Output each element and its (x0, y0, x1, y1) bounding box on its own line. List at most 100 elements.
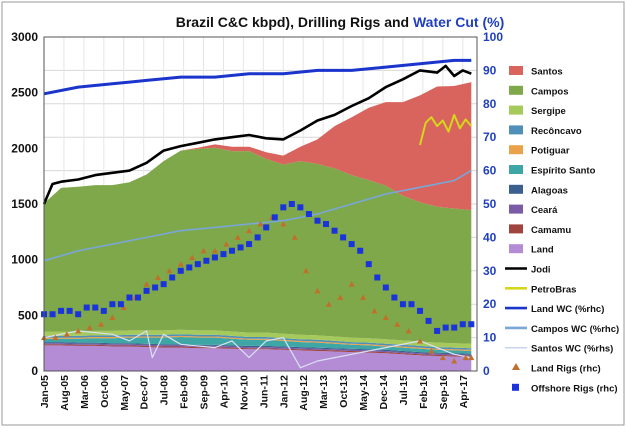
offshore-rig-point (92, 304, 99, 311)
legend-label: Sergipe (531, 106, 566, 117)
offshore-rig-point (391, 294, 398, 301)
y-right-tick-label: 90 (483, 63, 497, 77)
x-tick-label: Apr-10 (218, 375, 230, 408)
offshore-rig-point (425, 317, 432, 324)
land-rig-point (417, 337, 424, 344)
y-left-tick-label: 2000 (11, 141, 38, 155)
offshore-rig-point (434, 327, 441, 334)
offshore-rig-point (58, 307, 65, 314)
y-right-tick-label: 70 (483, 130, 497, 144)
offshore-rig-point (229, 247, 236, 254)
area-ceara (44, 343, 472, 356)
land-rig-point (143, 281, 150, 287)
offshore-rig-point (331, 227, 338, 234)
offshore-rig-point (109, 301, 116, 308)
offshore-rig-point (288, 201, 295, 207)
offshore-rig-point (459, 321, 466, 328)
area-reconcavo (44, 334, 472, 350)
offshore-rig-point (237, 244, 244, 251)
legend-swatch (509, 184, 523, 194)
land-rig-point (154, 274, 161, 280)
offshore-rig-point (451, 324, 458, 331)
y-left-tick-label: 0 (31, 364, 38, 378)
offshore-rig-point (246, 241, 253, 248)
offshore-rig-point (254, 234, 261, 241)
plot-frame (43, 36, 478, 372)
offshore-rig-point (160, 281, 167, 288)
land-rig-point (189, 254, 196, 260)
x-tick-label: Sep-09 (199, 375, 211, 410)
x-tick-label: Jan-12 (278, 375, 290, 408)
x-tick-label: Sep-16 (438, 375, 450, 410)
line-petrobras (419, 113, 473, 146)
legend-label: Land (531, 245, 554, 256)
line-santos-wc-rhs- (43, 330, 472, 369)
offshore-rig-point (169, 274, 176, 281)
y-right-tick-label: 80 (483, 97, 497, 111)
x-tick-label: Oct-06 (99, 375, 111, 408)
area-campos (44, 147, 472, 344)
land-rig-point (468, 354, 475, 361)
land-rig-point (177, 261, 184, 267)
x-tick-label: Nov-10 (238, 375, 250, 410)
legend-label: Santos WC (%rhs) (531, 344, 613, 355)
x-tick-label: Dec-14 (378, 375, 390, 410)
land-rig-point (314, 287, 321, 294)
x-tick-label: Jul-08 (159, 375, 171, 406)
offshore-rig-point (305, 211, 312, 218)
x-tick-label: May-07 (119, 375, 131, 411)
area-santos (44, 82, 472, 211)
offshore-rig-point (186, 264, 193, 271)
legend-label: Ceará (531, 205, 558, 216)
area-alagoas (44, 342, 472, 355)
x-tick-label: Mar-06 (79, 375, 91, 409)
land-rig-point (325, 301, 332, 307)
legend-label: Offshore Rigs (rhc) (531, 383, 618, 394)
title-part-1: Water Cut (%) (413, 14, 504, 30)
land-rig-point (405, 327, 412, 334)
x-tick-label: Mar-13 (318, 375, 330, 409)
offshore-rig-point (203, 257, 210, 264)
line-campos-wc-rhc- (43, 169, 472, 262)
offshore-rig-point (100, 307, 107, 314)
land-rig-point (394, 321, 401, 327)
axes: 0 500 1000 1500 2000 2500 3000 0 10 20 30 40 50 60 70 8… (11, 30, 503, 411)
x-tick-label: Feb-09 (179, 375, 191, 409)
y-left-tick-label: 3000 (11, 30, 38, 44)
offshore-rig-point (323, 221, 330, 228)
land-rig-point (451, 357, 458, 364)
offshore-rig-point (49, 311, 56, 318)
y-left-tick-label: 500 (18, 308, 38, 322)
y-right-tick-label: 10 (483, 331, 497, 345)
x-tick-label: Dec-07 (139, 375, 151, 410)
land-rig-point (200, 247, 207, 254)
legend-square (512, 383, 519, 391)
legend-swatch (509, 145, 523, 155)
y-right-tick-label: 20 (483, 297, 497, 311)
legend-swatch (509, 204, 523, 214)
land-rig-point (291, 234, 298, 240)
legend-swatch (509, 224, 523, 234)
offshore-rig-point (66, 307, 73, 314)
land-rig-point (211, 247, 218, 254)
land-rig-point (337, 294, 344, 301)
offshore-rig-point (280, 204, 287, 211)
offshore-rig-point (408, 301, 415, 308)
offshore-rig-point (152, 284, 159, 291)
legend-label: Alagoas (531, 185, 568, 196)
land-rig-point (120, 304, 127, 311)
offshore-rig-point (382, 284, 389, 291)
offshore-rig-point (194, 261, 201, 268)
legend-label: Recôncavo (531, 126, 582, 137)
title-part-0: Brazil C&C kbpd), Drilling Rigs and (176, 14, 413, 30)
area-potiguar (44, 335, 472, 351)
offshore-rig-point (117, 301, 124, 308)
offshore-rig-point (399, 301, 406, 308)
land-rig-point (246, 227, 253, 234)
land-rig-point (234, 234, 241, 240)
y-right-tick-label: 60 (483, 164, 497, 178)
land-rig-point (280, 221, 287, 227)
y-right-tick-label: 100 (483, 30, 503, 44)
